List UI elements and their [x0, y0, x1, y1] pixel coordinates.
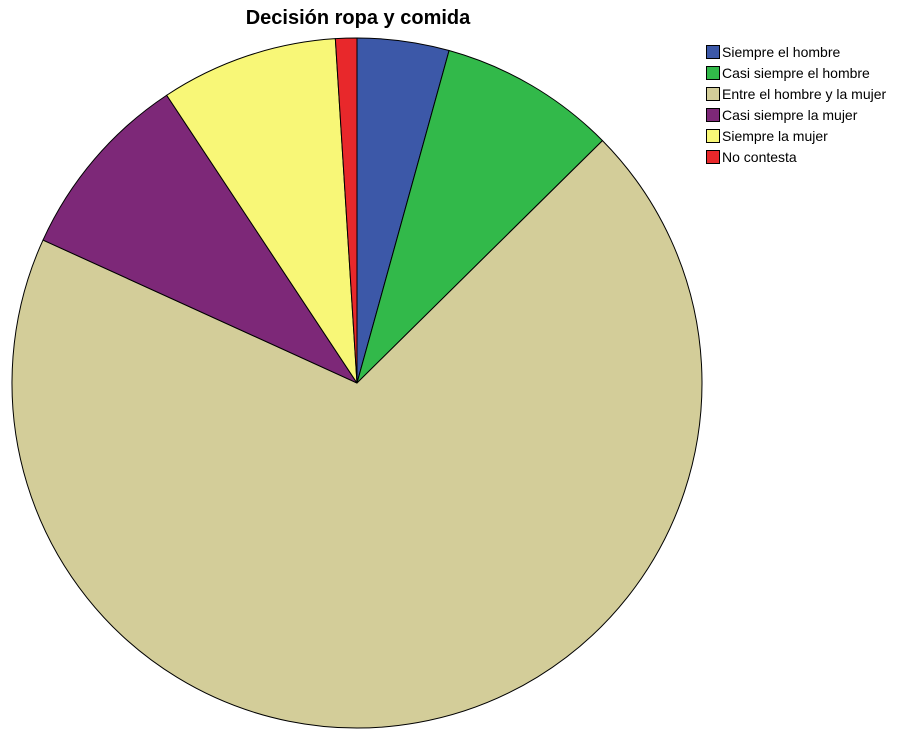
legend-item: Siempre la mujer [706, 125, 886, 146]
legend-item: Casi siempre la mujer [706, 104, 886, 125]
legend-label: Casi siempre la mujer [722, 106, 858, 123]
legend-label: Entre el hombre y la mujer [722, 85, 887, 102]
pie-slices [11, 37, 703, 729]
legend-label: Siempre la mujer [722, 127, 828, 144]
legend-swatch [706, 107, 720, 122]
legend-label: No contesta [722, 148, 797, 165]
legend-item: No contesta [706, 146, 886, 167]
legend-swatch [706, 44, 720, 59]
legend-label: Casi siempre el hombre [722, 64, 870, 81]
pie-slice-5 [166, 38, 358, 384]
pie-slice-6 [334, 37, 358, 384]
legend-swatch [706, 65, 720, 80]
chart-legend: Siempre el hombre Casi siempre el hombre E… [706, 41, 886, 167]
legend-item: Entre el hombre y la mujer [706, 83, 886, 104]
pie-slice-4 [42, 94, 358, 384]
legend-swatch [706, 149, 720, 164]
legend-item: Casi siempre el hombre [706, 62, 886, 83]
legend-swatch [706, 128, 720, 143]
legend-label: Siempre el hombre [722, 43, 841, 60]
chart-title: Decisión ropa y comida [245, 7, 471, 29]
legend-swatch [706, 86, 720, 101]
pie-slice-2 [356, 50, 603, 384]
legend-item: Siempre el hombre [706, 41, 886, 62]
pie-slice-3 [11, 140, 703, 729]
